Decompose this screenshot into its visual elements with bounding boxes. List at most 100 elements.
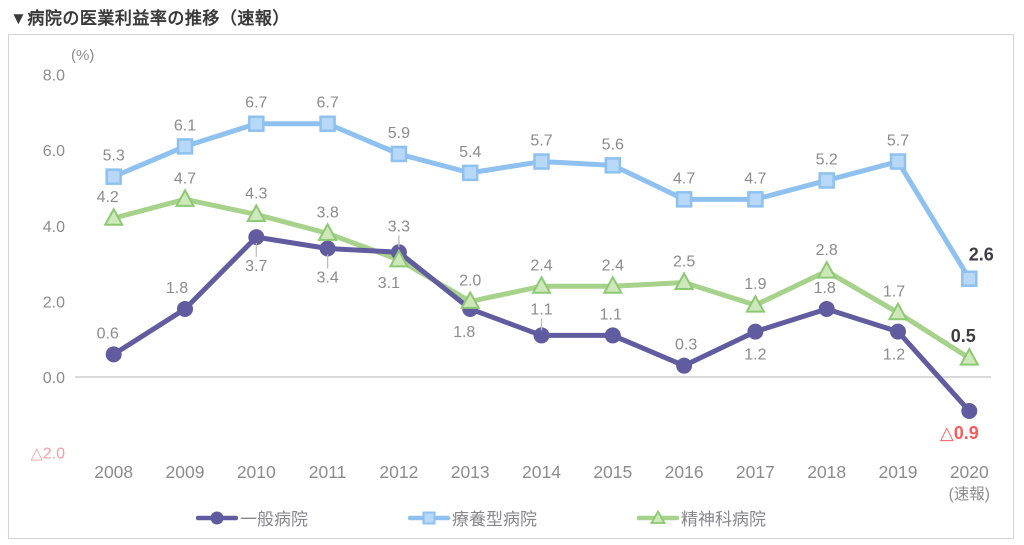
y-axis-tick-label: 8.0: [43, 68, 65, 85]
data-point-marker-circle: [105, 346, 122, 363]
x-axis-year-label: 2014: [522, 462, 561, 482]
data-point-marker-circle: [747, 323, 764, 340]
data-point-label: 1.7: [883, 284, 905, 301]
data-point-label: 5.7: [530, 133, 552, 150]
legend-label: 療養型病院: [452, 510, 537, 529]
legend-label: 一般病院: [240, 510, 308, 529]
chart-panel: 8.0 6.0 4.0 2.0 0.0 △2.0 (%) 2008 2009 2010 2011 20…: [8, 34, 1014, 539]
data-point-label: 6.7: [316, 95, 338, 112]
x-axis-year-label: 2015: [593, 462, 632, 482]
data-point-marker-circle: [604, 327, 621, 344]
legend-label: 精神科病院: [681, 510, 766, 529]
data-point-marker-triangle: [103, 207, 124, 226]
data-point-marker-square: [176, 138, 194, 155]
data-point-label: 5.3: [103, 148, 125, 165]
data-point-label: 3.8: [316, 204, 338, 221]
data-point-label: 2.8: [816, 242, 838, 259]
chart-legend: 一般病院 療養型病院 精神科病院: [9, 505, 953, 530]
data-point-label: 3.4: [316, 269, 338, 286]
data-point-marker-triangle: [816, 260, 837, 279]
data-point-marker-circle: [961, 403, 978, 420]
data-point-marker-triangle: [460, 290, 481, 309]
data-point-marker-square: [889, 153, 907, 170]
data-point-label: 0.3: [675, 337, 697, 354]
x-axis-year-label: 2011: [309, 462, 347, 482]
y-axis-tick-label: 0.0: [43, 370, 65, 387]
x-axis-year-label: 2020: [950, 462, 989, 482]
data-point-marker-square: [248, 115, 265, 132]
y-axis-tick-label: 6.0: [43, 143, 65, 160]
data-point-label: 5.2: [816, 151, 838, 168]
data-point-marker-square: [319, 115, 336, 132]
data-point-marker-circle: [533, 327, 550, 344]
y-axis-tick-label: 2.0: [43, 294, 65, 311]
x-axis-year-label: 2018: [807, 462, 846, 482]
data-point-marker-circle: [248, 229, 265, 246]
data-point-marker-triangle: [388, 248, 410, 268]
data-point-label: 1.8: [166, 280, 188, 297]
data-point-label: 2.6: [969, 245, 994, 265]
line-triangle-marker-icon: [637, 509, 679, 524]
data-point-marker-square: [533, 153, 550, 170]
data-point-label: 6.7: [245, 95, 267, 112]
data-point-label: 1.2: [744, 347, 766, 364]
data-point-marker-triangle: [959, 347, 980, 366]
data-point-label: 1.2: [883, 347, 905, 364]
data-point-label: 2.0: [459, 272, 481, 289]
data-point-marker-triangle: [602, 275, 623, 294]
data-point-label: 4.3: [245, 185, 267, 202]
data-point-label: 5.4: [459, 144, 481, 161]
data-point-marker-circle: [818, 300, 835, 317]
data-point-label: 6.1: [174, 117, 196, 134]
x-axis-year-label: 2010: [237, 462, 276, 482]
data-point-label: 1.9: [744, 276, 766, 293]
data-point-label: 4.7: [174, 170, 196, 187]
x-axis-year-label: 2008: [94, 462, 133, 482]
data-point-marker-circle: [676, 357, 693, 374]
data-point-label: 3.7: [245, 258, 267, 275]
x-axis-year-label: 2016: [665, 462, 704, 482]
y-axis-unit-label: (%): [71, 47, 94, 64]
legend-item-care-hospital: 療養型病院: [408, 505, 537, 530]
x-axis-year-label: 2013: [451, 462, 490, 482]
data-point-marker-square: [747, 191, 764, 208]
data-point-label: 4.7: [744, 170, 766, 187]
x-axis-year-label: 2012: [379, 462, 418, 482]
data-point-marker-circle: [319, 240, 336, 257]
data-point-marker-triangle: [745, 294, 766, 313]
data-point-label: 3.1: [378, 275, 400, 292]
data-point-label: 1.8: [453, 324, 475, 341]
data-point-label: 1.1: [530, 301, 552, 318]
data-point-label: 0.5: [951, 326, 976, 346]
x-axis-year-label: 2017: [736, 462, 775, 482]
data-point-label: 0.6: [97, 325, 119, 342]
data-point-label: 2.5: [673, 254, 695, 271]
data-point-marker-circle: [890, 323, 906, 340]
line-square-marker-icon: [408, 511, 450, 524]
x-axis-year-label: 2009: [166, 462, 205, 482]
data-point-marker-square: [105, 168, 122, 185]
data-point-marker-triangle: [174, 188, 196, 207]
data-point-marker-square: [675, 191, 693, 208]
y-axis-tick-label: 4.0: [43, 219, 65, 236]
x-axis-year-note: (速報): [949, 485, 990, 503]
data-point-label: 5.9: [388, 125, 410, 142]
line-circle-marker-icon: [196, 511, 238, 524]
data-point-label: 4.2: [97, 189, 119, 206]
x-axis-year-label: 2019: [879, 462, 918, 482]
legend-item-psychiatric-hospital: 精神科病院: [637, 505, 766, 530]
data-point-label: 2.4: [602, 257, 624, 274]
profit-rate-line-chart: 8.0 6.0 4.0 2.0 0.0 △2.0 (%) 2008 2009 2010 2011 20…: [30, 47, 994, 503]
data-point-marker-triangle: [887, 301, 909, 321]
data-point-marker-triangle: [531, 275, 552, 294]
data-point-label: 3.3: [388, 218, 410, 235]
data-point-label: 1.8: [814, 280, 836, 297]
data-point-marker-triangle: [317, 222, 338, 241]
data-point-label: 2.4: [530, 257, 552, 274]
data-point-label: 5.6: [602, 136, 624, 153]
data-point-marker-square: [961, 270, 978, 287]
y-axis-tick-label: △2.0: [30, 446, 65, 463]
data-point-label: 1.1: [600, 306, 622, 323]
data-point-label: 4.7: [673, 170, 695, 187]
data-point-marker-triangle: [246, 203, 267, 222]
